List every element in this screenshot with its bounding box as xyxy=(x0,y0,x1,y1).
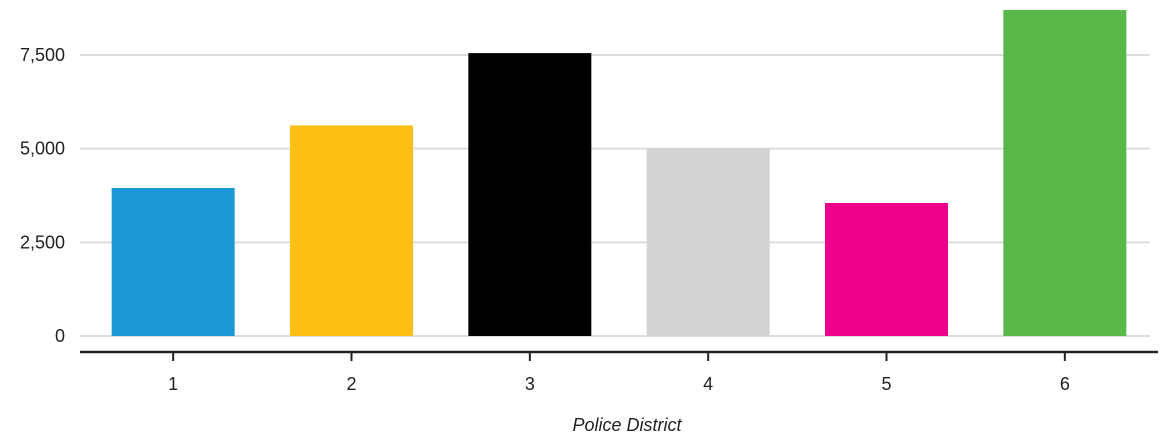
bar-district-1 xyxy=(111,188,235,336)
x-tick-label: 1 xyxy=(168,374,178,394)
x-axis-title: Police District xyxy=(572,415,682,435)
x-tick-label: 2 xyxy=(346,374,356,394)
y-tick-label: 0 xyxy=(55,326,65,346)
bar-district-3 xyxy=(468,53,592,336)
bar-district-2 xyxy=(290,125,413,336)
bar-district-5 xyxy=(825,202,948,336)
y-tick-label: 7,500 xyxy=(20,45,65,65)
y-axis-tick-labels: 0 2,500 5,000 7,500 xyxy=(20,45,65,346)
x-tick-label: 5 xyxy=(881,374,891,394)
gridlines xyxy=(80,54,1150,337)
y-tick-label: 2,500 xyxy=(20,232,65,252)
y-tick-label: 5,000 xyxy=(20,139,65,159)
bar-district-6 xyxy=(1003,10,1127,336)
x-tick-label: 4 xyxy=(703,374,713,394)
x-tick-label: 6 xyxy=(1060,374,1070,394)
bar-district-4 xyxy=(646,148,770,336)
x-tick-label: 3 xyxy=(525,374,535,394)
bars xyxy=(111,10,1127,336)
x-axis-ticks: 1 2 3 4 5 6 xyxy=(168,352,1070,394)
